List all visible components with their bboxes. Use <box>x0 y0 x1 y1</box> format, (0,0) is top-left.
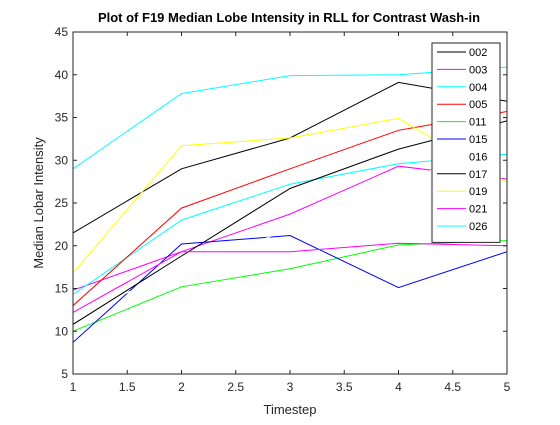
x-axis-label: Timestep <box>264 402 317 417</box>
series-line-015 <box>73 234 507 343</box>
x-tick-label: 3.5 <box>336 380 353 394</box>
y-axis: 5 10 15 20 25 30 35 40 45 <box>55 25 507 381</box>
legend-label-017: 017 <box>469 169 487 181</box>
y-tick-label: 35 <box>55 111 69 125</box>
legend-label-003: 003 <box>469 64 487 76</box>
legend: 002 003 004 005 011 015 016 017 019 021 026 <box>431 42 501 243</box>
chart-title: Plot of F19 Median Lobe Intensity in RLL… <box>98 10 480 25</box>
x-tick-label: 4.5 <box>444 380 461 394</box>
x-tick-label: 2 <box>178 380 185 394</box>
series-line-021 <box>73 242 507 313</box>
legend-box <box>431 42 501 243</box>
y-tick-label: 30 <box>55 153 69 167</box>
y-tick-label: 40 <box>55 68 69 82</box>
x-tick-label: 2.5 <box>227 380 244 394</box>
y-axis-label: Median Lobar Intensity <box>31 137 46 269</box>
x-tick-label: 3 <box>287 380 294 394</box>
x-tick-label: 1.5 <box>119 380 136 394</box>
legend-label-002: 002 <box>469 47 487 59</box>
legend-label-004: 004 <box>469 82 487 94</box>
y-tick-label: 10 <box>55 324 69 338</box>
legend-label-016: 016 <box>469 151 487 163</box>
x-tick-label: 1 <box>70 380 77 394</box>
legend-label-011: 011 <box>469 117 487 129</box>
x-tick-label: 5 <box>504 380 511 394</box>
legend-label-005: 005 <box>469 99 487 111</box>
plot-area <box>73 66 507 343</box>
series-line-011 <box>73 240 507 332</box>
legend-label-015: 015 <box>469 134 487 146</box>
y-tick-label: 25 <box>55 196 69 210</box>
legend-label-019: 019 <box>469 186 487 198</box>
x-axis: 1 1.5 2 2.5 3 3.5 4 4.5 5 <box>70 32 511 394</box>
y-tick-label: 15 <box>55 282 69 296</box>
y-tick-label: 20 <box>55 239 69 253</box>
series-group <box>73 66 507 343</box>
legend-label-026: 026 <box>469 221 487 233</box>
y-tick-label: 45 <box>55 25 69 39</box>
legend-label-021: 021 <box>469 204 487 216</box>
y-tick-label: 5 <box>61 367 68 381</box>
x-tick-label: 4 <box>395 380 402 394</box>
